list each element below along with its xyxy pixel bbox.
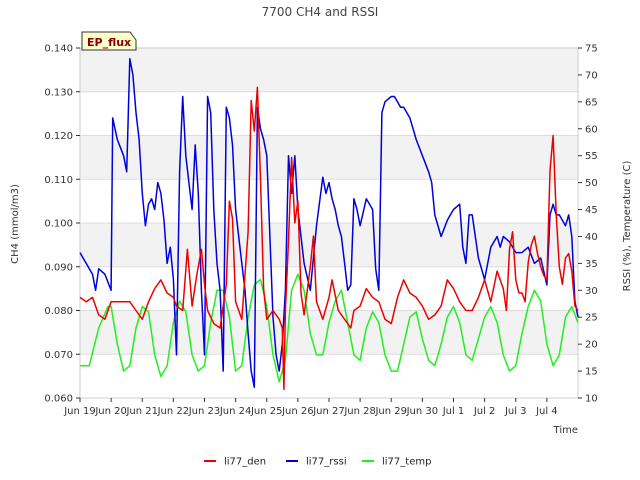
x-tick-label: Jun 30 (406, 406, 439, 417)
y-right-tick-label: 30 (585, 286, 598, 297)
y-right-tick-label: 65 (585, 97, 598, 108)
y-tick-label: 0.100 (44, 219, 73, 230)
background-band (80, 310, 578, 355)
x-tick-label: Jun 22 (157, 406, 190, 417)
y-tick-label: 0.130 (44, 87, 73, 98)
x-tick-label: Jun 20 (94, 406, 127, 417)
x-tick-label: Jul 4 (535, 406, 558, 417)
x-tick-label: Jun 26 (281, 406, 314, 417)
background-band (80, 48, 578, 92)
background-band (80, 91, 578, 136)
legend-label-li77-den: li77_den (224, 457, 266, 468)
x-tick-label: Jun 25 (250, 406, 283, 417)
x-tick-label: Jun 23 (188, 406, 221, 417)
y-tick-label: 0.060 (44, 394, 73, 405)
y-right-tick-label: 60 (585, 124, 598, 135)
y-right-tick-label: 10 (585, 394, 598, 405)
y-right-tick-label: 45 (585, 205, 598, 216)
x-tick-label: Jun 27 (312, 406, 345, 417)
y-right-tick-label: 75 (585, 44, 598, 55)
badge-shape (81, 31, 137, 51)
x-axis-ticks: Jun 19 Jun 20 Jun 21 Jun 22 Jun 23 Jun 24 Jun … (63, 398, 558, 417)
y-tick-label: 0.070 (44, 350, 73, 361)
y-tick-label: 0.080 (44, 306, 73, 317)
y-right-tick-label: 55 (585, 151, 598, 162)
x-tick-label: Jul 3 (504, 406, 527, 417)
background-band (80, 266, 578, 311)
x-tick-label: Jun 29 (374, 406, 407, 417)
y-axis-right-ticks: 10 15 20 25 30 35 40 45 50 55 60 65 70 75 (578, 44, 598, 405)
x-tick-label: Jun 19 (63, 406, 96, 417)
y-axis-ticks: 0.060 0.070 0.080 0.090 0.100 0.110 0.120 0.130… (44, 44, 80, 405)
y-axis-right-title: RSSI (%), Temperature (C) (622, 161, 633, 292)
legend: li77_den li77_rssi li77_temp (204, 457, 431, 468)
x-tick-label: Jun 21 (125, 406, 158, 417)
legend-label-li77-rssi: li77_rssi (306, 457, 347, 468)
series-line-li77-den (79, 86, 579, 391)
y-tick-label: 0.120 (44, 131, 73, 142)
x-tick-label: Jul 1 (442, 406, 465, 417)
series-line-li77-temp (80, 273, 579, 383)
y-right-tick-label: 40 (585, 232, 598, 243)
x-tick-label: Jun 24 (219, 406, 252, 417)
x-tick-label: Jun 28 (343, 406, 376, 417)
y-right-tick-label: 15 (585, 367, 598, 378)
chart-title: 7700 CH4 and RSSI (262, 5, 379, 19)
y-tick-label: 0.110 (44, 175, 73, 186)
x-axis-title: Time (553, 425, 578, 436)
legend-label-li77-temp: li77_temp (382, 457, 431, 468)
y-right-tick-label: 20 (585, 340, 598, 351)
ep-flux-badge: EP_flux (81, 31, 137, 51)
y-right-tick-label: 70 (585, 70, 598, 81)
badge-label: EP_flux (87, 36, 131, 49)
y-tick-label: 0.140 (44, 44, 73, 55)
background-band (80, 135, 578, 180)
y-tick-label: 0.090 (44, 262, 73, 273)
background-band (80, 223, 578, 267)
y-axis-title: CH4 (mmol/m3) (10, 184, 21, 264)
x-tick-label: Jul 2 (473, 406, 496, 417)
y-right-tick-label: 50 (585, 178, 598, 189)
y-right-tick-label: 25 (585, 313, 598, 324)
series-layer (79, 58, 579, 391)
y-right-tick-label: 35 (585, 259, 598, 270)
background-band (80, 354, 578, 398)
